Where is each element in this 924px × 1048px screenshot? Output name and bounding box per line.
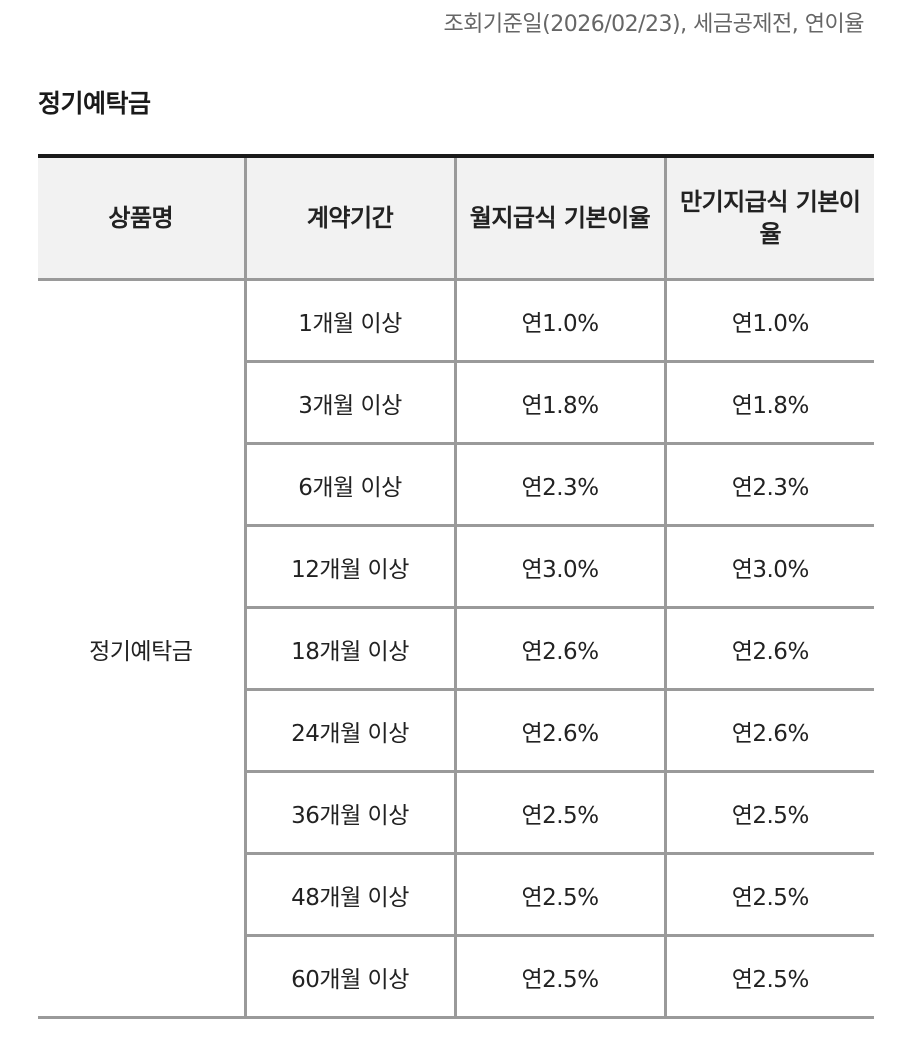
term-cell: 18개월 이상 xyxy=(245,607,457,691)
inquiry-notice: 조회기준일(2026/02/23), 세금공제전, 연이율 xyxy=(443,12,864,37)
table-row: 60개월 이상 연2.5% 연2.5% xyxy=(38,935,874,1019)
maturity-rate-cell: 연2.6% xyxy=(665,689,874,773)
maturity-rate-cell: 연2.5% xyxy=(665,935,874,1019)
term-cell: 12개월 이상 xyxy=(245,525,457,609)
table-header: 상품명 계약기간 월지급식 기본이율 만기지급식 기본이율 xyxy=(38,156,874,281)
maturity-rate-cell: 연1.0% xyxy=(665,279,874,363)
table-row: 6개월 이상 연2.3% 연2.3% xyxy=(38,443,874,527)
header-maturity-rate: 만기지급식 기본이율 xyxy=(665,156,874,281)
term-cell: 1개월 이상 xyxy=(245,279,457,363)
monthly-rate-cell: 연2.5% xyxy=(455,935,667,1019)
header-product-name: 상품명 xyxy=(38,156,247,281)
maturity-rate-cell: 연2.5% xyxy=(665,771,874,855)
header-row: 상품명 계약기간 월지급식 기본이율 만기지급식 기본이율 xyxy=(38,156,874,281)
maturity-rate-cell: 연1.8% xyxy=(665,361,874,445)
monthly-rate-cell: 연1.8% xyxy=(455,361,667,445)
interest-rate-table: 상품명 계약기간 월지급식 기본이율 만기지급식 기본이율 정기예탁금 1개월 … xyxy=(38,154,874,1019)
table-row: 12개월 이상 연3.0% 연3.0% xyxy=(38,525,874,609)
table-row: 3개월 이상 연1.8% 연1.8% xyxy=(38,361,874,445)
maturity-rate-cell: 연2.5% xyxy=(665,853,874,937)
header-monthly-rate: 월지급식 기본이율 xyxy=(455,156,667,281)
table-body: 정기예탁금 1개월 이상 연1.0% 연1.0% 3개월 이상 연1.8% 연1… xyxy=(38,279,874,1019)
table-row: 18개월 이상 연2.6% 연2.6% xyxy=(38,607,874,691)
header-contract-term: 계약기간 xyxy=(245,156,457,281)
table-row: 정기예탁금 1개월 이상 연1.0% 연1.0% xyxy=(38,279,874,1019)
term-cell: 36개월 이상 xyxy=(245,771,457,855)
term-cell: 48개월 이상 xyxy=(245,853,457,937)
product-name-cell: 정기예탁금 xyxy=(38,279,247,1019)
monthly-rate-cell: 연2.6% xyxy=(455,607,667,691)
term-cell: 3개월 이상 xyxy=(245,361,457,445)
table-row: 48개월 이상 연2.5% 연2.5% xyxy=(38,853,874,937)
monthly-rate-cell: 연2.5% xyxy=(455,853,667,937)
monthly-rate-cell: 연2.5% xyxy=(455,771,667,855)
monthly-rate-cell: 연1.0% xyxy=(455,279,667,363)
term-cell: 6개월 이상 xyxy=(245,443,457,527)
term-cell: 60개월 이상 xyxy=(245,935,457,1019)
section-title: 정기예탁금 xyxy=(38,89,151,118)
table-row: 36개월 이상 연2.5% 연2.5% xyxy=(38,771,874,855)
term-cell: 24개월 이상 xyxy=(245,689,457,773)
maturity-rate-cell: 연2.6% xyxy=(665,607,874,691)
monthly-rate-cell: 연2.3% xyxy=(455,443,667,527)
maturity-rate-cell: 연3.0% xyxy=(665,525,874,609)
table-row: 24개월 이상 연2.6% 연2.6% xyxy=(38,689,874,773)
maturity-rate-cell: 연2.3% xyxy=(665,443,874,527)
monthly-rate-cell: 연2.6% xyxy=(455,689,667,773)
monthly-rate-cell: 연3.0% xyxy=(455,525,667,609)
